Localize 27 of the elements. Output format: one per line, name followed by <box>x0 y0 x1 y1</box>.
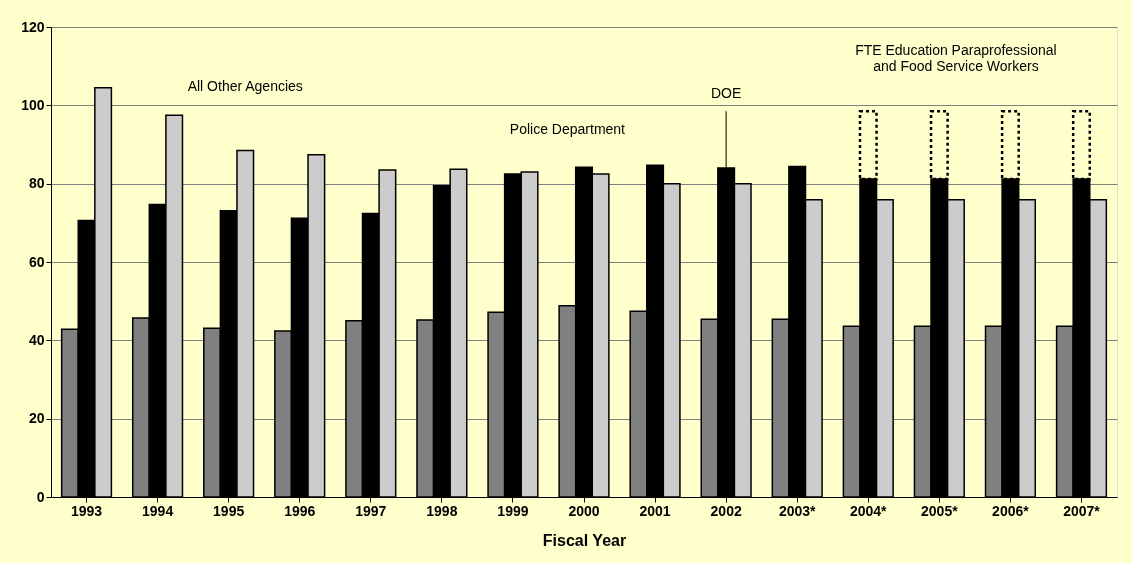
x-tick-label: 1998 <box>426 502 458 519</box>
x-tick-label: 1993 <box>70 502 103 519</box>
x-tick-label: 2000 <box>568 502 600 519</box>
x-tick-label: 1995 <box>213 502 245 519</box>
y-tick-label: 100 <box>21 96 45 113</box>
x-tick-label: 2001 <box>639 502 671 519</box>
x-tick-label: 1996 <box>284 502 316 519</box>
y-tick-label: 0 <box>36 488 45 505</box>
y-tick-label: 120 <box>21 18 45 35</box>
annotation: All Other Agencies <box>187 77 303 94</box>
x-tick-label: 1997 <box>355 502 387 519</box>
x-tick-label: 1994 <box>142 502 174 519</box>
x-axis-title: Fiscal Year <box>542 531 627 549</box>
x-tick-label: 2007* <box>1063 502 1101 519</box>
annotation: FTE Education Paraprofessional and Food Service Workers <box>855 42 1057 75</box>
y-tick-label: 40 <box>28 331 45 348</box>
y-tick-label: 60 <box>28 253 45 270</box>
x-tick-label: 2005* <box>921 502 959 519</box>
annotation: DOE <box>710 85 742 102</box>
x-tick-label: 2002 <box>710 502 742 519</box>
x-tick-label: 2006* <box>992 502 1030 519</box>
y-tick-label: 80 <box>28 175 45 192</box>
x-tick-label: 1999 <box>497 502 529 519</box>
annotation: Police Department <box>509 120 626 137</box>
x-tick-label: 2003* <box>778 502 817 519</box>
x-tick-label: 2004* <box>849 502 888 519</box>
y-tick-label: 20 <box>28 410 45 427</box>
